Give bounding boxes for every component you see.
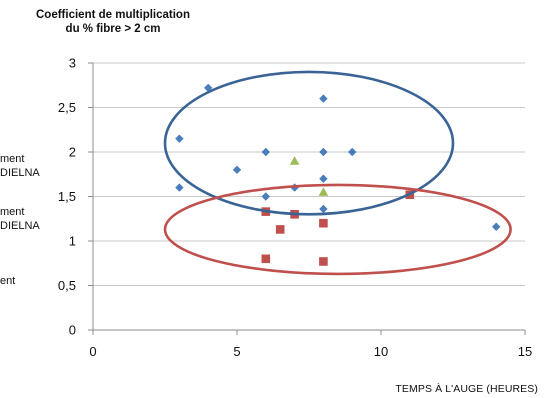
y-axis-title-line-1: Coefficient de multiplication	[36, 9, 190, 21]
data-point-diamond	[319, 94, 328, 103]
y-tick-label: 0	[69, 323, 76, 338]
legend-entry-1: ment DIELNA	[0, 152, 40, 180]
data-point-square	[319, 257, 328, 266]
data-point-diamond	[261, 192, 270, 201]
cluster-ellipse-1	[163, 70, 455, 216]
y-tick-label: 3	[69, 56, 76, 71]
data-point-square	[261, 254, 271, 264]
y-axis-title-line-2: du % fibre > 2 cm	[65, 23, 161, 35]
data-point-square	[275, 225, 285, 234]
data-point-square	[319, 218, 328, 228]
data-point-triangle	[318, 187, 329, 196]
data-point-diamond	[319, 174, 328, 183]
data-point-diamond	[348, 147, 357, 157]
y-tick-label: 1	[69, 234, 76, 249]
data-point-diamond	[175, 183, 184, 192]
x-tick-label: 15	[518, 344, 532, 359]
data-point-diamond	[319, 147, 328, 157]
legend-entry-3: ent	[0, 274, 15, 288]
y-tick-label: 2	[69, 145, 76, 160]
data-point-triangle	[289, 156, 300, 165]
legend-entry-2: ment DIELNA	[0, 205, 40, 233]
data-point-diamond	[492, 222, 501, 231]
x-tick-label: 0	[89, 344, 96, 359]
cluster-ellipse-2	[163, 183, 512, 276]
data-point-diamond	[175, 134, 184, 143]
x-tick-label: 10	[374, 344, 388, 359]
data-point-diamond	[261, 147, 270, 157]
y-tick-label: 0,5	[58, 278, 76, 293]
legend-entry-3-line-1: ent	[0, 275, 16, 287]
legend-entry-2-line-1: ment	[0, 206, 25, 218]
y-tick-label: 2,5	[58, 100, 76, 115]
y-axis-title: Coefficient de multiplication du % fibre…	[18, 8, 208, 36]
x-axis-title: TEMPS À L'AUGE (HEURES)	[395, 383, 538, 395]
x-tick-label: 5	[233, 344, 240, 359]
legend-entry-2-line-2: DIELNA	[0, 220, 40, 232]
legend-entry-1-line-1: ment	[0, 153, 25, 165]
data-point-diamond	[232, 165, 242, 174]
legend-entry-1-line-2: DIELNA	[0, 167, 40, 179]
y-tick-label: 1,5	[58, 189, 76, 204]
data-point-diamond	[319, 204, 328, 214]
